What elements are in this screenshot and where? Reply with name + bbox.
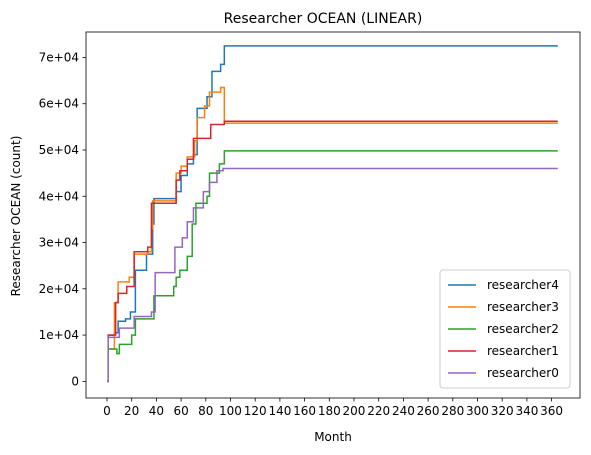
x-tick-label: 220: [367, 404, 390, 418]
x-tick-label: 80: [198, 404, 213, 418]
x-tick-label: 60: [173, 404, 188, 418]
y-tick-label: 1e+04: [39, 328, 79, 342]
x-axis-label: Month: [314, 430, 352, 444]
x-tick-label: 100: [219, 404, 242, 418]
x-tick-label: 360: [540, 404, 563, 418]
x-tick-label: 120: [244, 404, 267, 418]
series-layer: [107, 45, 558, 383]
y-axis: 0 1e+04 2e+04 3e+04 4e+04 5e+04 6e+04 7e+04: [39, 50, 86, 388]
x-tick-label: 200: [343, 404, 366, 418]
x-tick-label: 0: [103, 404, 111, 418]
y-axis-label: Researcher OCEAN (count): [9, 136, 23, 297]
legend-label-researcher3: researcher3: [487, 300, 559, 314]
y-tick-label: 6e+04: [39, 97, 79, 111]
y-tick-label: 7e+04: [39, 50, 79, 64]
x-tick-label: 20: [124, 404, 139, 418]
x-tick-label: 180: [318, 404, 341, 418]
series-line-researcher0: [107, 167, 558, 383]
x-tick-label: 260: [417, 404, 440, 418]
plot-frame: [85, 31, 581, 399]
series-line-researcher1: [107, 120, 558, 383]
x-tick-label: 240: [392, 404, 415, 418]
legend-label-researcher4: researcher4: [487, 278, 559, 292]
legend-label-researcher0: researcher0: [487, 366, 559, 380]
legend-label-researcher1: researcher1: [487, 344, 559, 358]
x-tick-label: 40: [149, 404, 164, 418]
x-tick-label: 340: [515, 404, 538, 418]
legend: researcher4 researcher3 researcher2 researc…: [439, 269, 571, 389]
legend-box: [439, 269, 571, 389]
x-tick-label: 280: [441, 404, 464, 418]
y-tick-label: 4e+04: [39, 189, 79, 203]
x-tick-label: 140: [268, 404, 291, 418]
chart-title: Researcher OCEAN (LINEAR): [224, 11, 423, 27]
x-axis: 0 20 40 60 80 100 120 140 160 180 200 220 240 260 280 3…: [103, 398, 563, 418]
x-tick-label: 320: [491, 404, 514, 418]
series-line-researcher4: [107, 45, 558, 383]
legend-label-researcher2: researcher2: [487, 322, 559, 336]
x-tick-label: 160: [293, 404, 316, 418]
x-tick-label: 300: [466, 404, 489, 418]
y-tick-label: 5e+04: [39, 143, 79, 157]
y-tick-label: 0: [71, 374, 79, 388]
y-tick-label: 2e+04: [39, 282, 79, 296]
y-tick-label: 3e+04: [39, 236, 79, 250]
